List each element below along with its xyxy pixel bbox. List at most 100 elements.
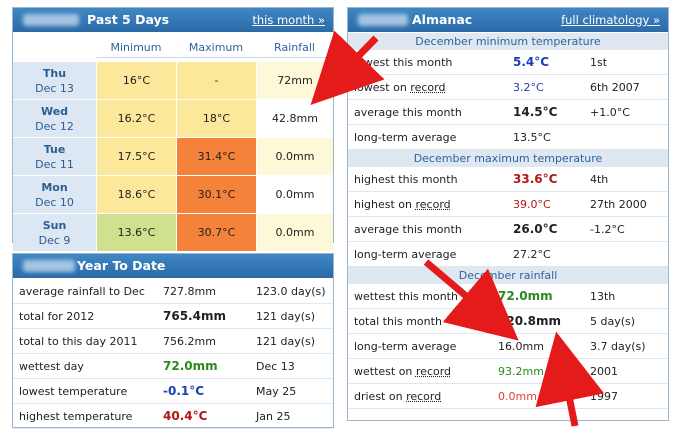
column-header-rainfall: Rainfall [256, 38, 333, 58]
blurred-station-name [23, 14, 79, 26]
almanac-label: average this month [354, 223, 462, 236]
almanac-value: 93.2mm [498, 365, 544, 378]
day-date: Dec 12 [35, 120, 74, 133]
day-cell: Tue Dec 11 [13, 138, 96, 176]
almanac-extra: 4th [590, 173, 609, 186]
past-5-days-panel: Past 5 Days this month » Minimum Maximum… [12, 7, 334, 252]
almanac-value: 26.0°C [513, 222, 558, 236]
blurred-station-name [358, 14, 408, 26]
day-cell: Thu Dec 13 [13, 62, 96, 100]
almanac-extra: 27th 2000 [590, 198, 647, 211]
day-name: Sun [42, 219, 67, 232]
day-date: Dec 10 [35, 196, 74, 209]
rainfall-section: December rainfall [348, 267, 668, 284]
ytd-label: total for 2012 [19, 310, 95, 323]
day-name: Thu [42, 67, 67, 80]
almanac-panel: Almanac full climatology » December mini… [347, 7, 669, 421]
almanac-value: 5.4°C [513, 55, 550, 69]
maximum-cell: 31.4°C [176, 138, 256, 176]
year-to-date-panel: Year To Date average rainfall to Dec 727.… [12, 253, 334, 429]
this-month-link[interactable]: this month » [252, 13, 325, 27]
ytd-label: lowest temperature [19, 385, 128, 398]
ytd-label: highest temperature [19, 410, 133, 423]
almanac-label: wettest this month [354, 290, 458, 303]
maximum-cell: 30.1°C [176, 176, 256, 214]
almanac-label: long-term average [354, 248, 457, 261]
almanac-label-text: wettest on [354, 365, 416, 378]
column-header-maximum: Maximum [176, 38, 256, 58]
almanac-label: highest this month [354, 173, 458, 186]
day-name: Mon [41, 181, 68, 194]
almanac-row: total this month 120.8mm 5 day(s) [348, 309, 668, 334]
record-link[interactable]: record [410, 81, 446, 94]
past-5-days-row: Tue Dec 11 17.5°C 31.4°C 0.0mm [13, 138, 333, 176]
almanac-row: wettest on record 93.2mm 2001 [348, 359, 668, 384]
almanac-value: 120.8mm [498, 314, 561, 328]
almanac-value: 3.2°C [513, 81, 544, 94]
maximum-cell: 18°C [176, 100, 256, 138]
past-5-days-row: Wed Dec 12 16.2°C 18°C 42.8mm [13, 100, 333, 138]
ytd-row: total for 2012 765.4mm 121 day(s) [13, 304, 333, 329]
almanac-label: long-term average [354, 340, 457, 353]
almanac-label: lowest this month [354, 56, 453, 69]
almanac-row: lowest this month 5.4°C 1st [348, 50, 668, 75]
day-name: Tue [43, 143, 66, 156]
ytd-row: lowest temperature -0.1°C May 25 [13, 379, 333, 404]
almanac-extra: +1.0°C [590, 106, 630, 119]
almanac-label: driest on record [354, 384, 441, 409]
rainfall-cell: 42.8mm [256, 100, 333, 138]
almanac-label-text: driest on [354, 390, 407, 403]
almanac-label: lowest on record [354, 75, 445, 100]
almanac-value: 33.6°C [513, 172, 558, 186]
ytd-extra: May 25 [256, 385, 297, 398]
ytd-extra: Dec 13 [256, 360, 295, 373]
past-5-days-header: Past 5 Days this month » [13, 8, 333, 32]
almanac-value: 13.5°C [513, 131, 551, 144]
full-climatology-link[interactable]: full climatology » [561, 13, 660, 27]
record-link[interactable]: record [406, 390, 442, 403]
ytd-label: average rainfall to Dec [19, 285, 145, 298]
ytd-row: total to this day 2011 756.2mm 121 day(s) [13, 329, 333, 354]
almanac-label: long-term average [354, 131, 457, 144]
ytd-label: wettest day [19, 360, 84, 373]
minimum-cell: 18.6°C [96, 176, 176, 214]
ytd-row: highest temperature 40.4°C Jan 25 [13, 404, 333, 429]
day-name: Wed [40, 105, 69, 118]
day-cell: Sun Dec 9 [13, 214, 96, 252]
almanac-value: 39.0°C [513, 198, 551, 211]
ytd-value: 40.4°C [163, 409, 208, 423]
almanac-value: 27.2°C [513, 248, 551, 261]
past-5-days-title: Past 5 Days [87, 12, 170, 27]
rainfall-cell: 72mm [256, 62, 333, 100]
almanac-label: wettest on record [354, 359, 451, 384]
almanac-header: Almanac full climatology » [348, 8, 668, 32]
almanac-label: highest on record [354, 192, 451, 217]
almanac-label-text: lowest on [354, 81, 411, 94]
almanac-value: 14.5°C [513, 105, 558, 119]
almanac-row: long-term average 27.2°C [348, 242, 668, 267]
record-link[interactable]: record [415, 365, 452, 378]
year-to-date-header: Year To Date [13, 254, 333, 278]
almanac-extra: 1st [590, 56, 608, 69]
maximum-cell: 30.7°C [176, 214, 256, 252]
record-link[interactable]: record [415, 198, 451, 211]
almanac-extra: -1.2°C [590, 223, 625, 236]
ytd-value: 756.2mm [163, 335, 216, 348]
ytd-row: average rainfall to Dec 727.8mm 123.0 day(… [13, 279, 333, 304]
almanac-extra: 5 day(s) [590, 315, 636, 328]
ytd-value: 727.8mm [163, 285, 216, 298]
almanac-row: average this month 26.0°C -1.2°C [348, 217, 668, 242]
ytd-value: -0.1°C [163, 384, 205, 398]
almanac-label: total this month [354, 315, 442, 328]
minimum-cell: 16.2°C [96, 100, 176, 138]
almanac-extra: 13th [590, 290, 616, 303]
ytd-extra: 121 day(s) [256, 310, 316, 323]
rainfall-cell: 0.0mm [256, 176, 333, 214]
almanac-label: average this month [354, 106, 462, 119]
almanac-row: long-term average 13.5°C [348, 125, 668, 150]
almanac-value: 72.0mm [498, 289, 553, 303]
almanac-row: highest this month 33.6°C 4th [348, 167, 668, 192]
rainfall-cell: 0.0mm [256, 214, 333, 252]
min-temperature-section: December minimum temperature [348, 33, 668, 50]
past-5-days-row: Mon Dec 10 18.6°C 30.1°C 0.0mm [13, 176, 333, 214]
